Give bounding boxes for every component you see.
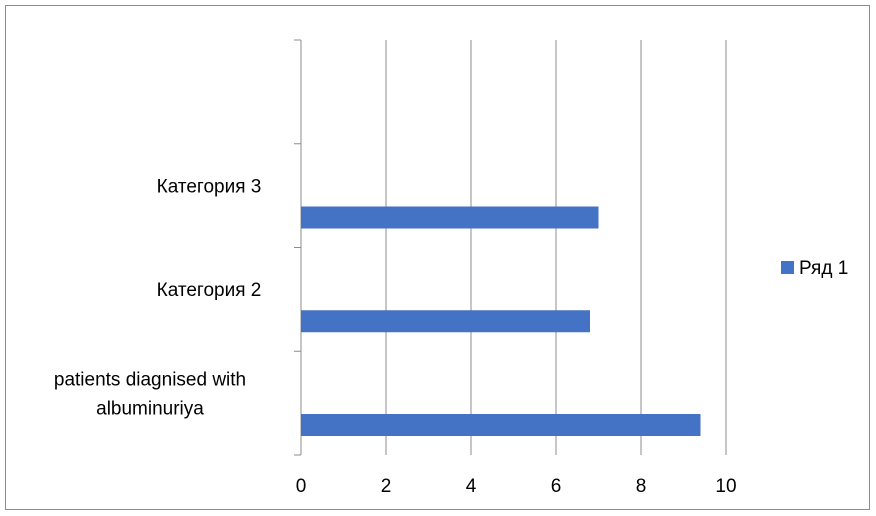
bar: [301, 310, 590, 333]
axes: [294, 39, 302, 456]
x-tick-label: 6: [551, 476, 562, 497]
x-tick-labels: 0 2 4 6 8 10: [296, 476, 737, 497]
gridlines: [385, 40, 727, 455]
legend-swatch: [781, 261, 794, 274]
x-tick-label: 10: [715, 476, 736, 497]
bars: [301, 206, 701, 436]
bar: [301, 206, 599, 229]
x-tick-label: 2: [381, 476, 392, 497]
x-tick-label: 4: [466, 476, 477, 497]
category-label: Категория 3: [157, 176, 262, 197]
legend: Ряд 1: [781, 258, 848, 279]
category-label: patients diagnised with albuminuriya: [54, 369, 246, 419]
category-labels: patients diagnised with albuminuriya Катег…: [54, 176, 261, 419]
x-tick-label: 0: [296, 476, 307, 497]
legend-label: Ряд 1: [799, 258, 848, 279]
category-label: Категория 2: [157, 280, 262, 301]
x-tick-label: 8: [636, 476, 647, 497]
bar: [301, 414, 701, 436]
